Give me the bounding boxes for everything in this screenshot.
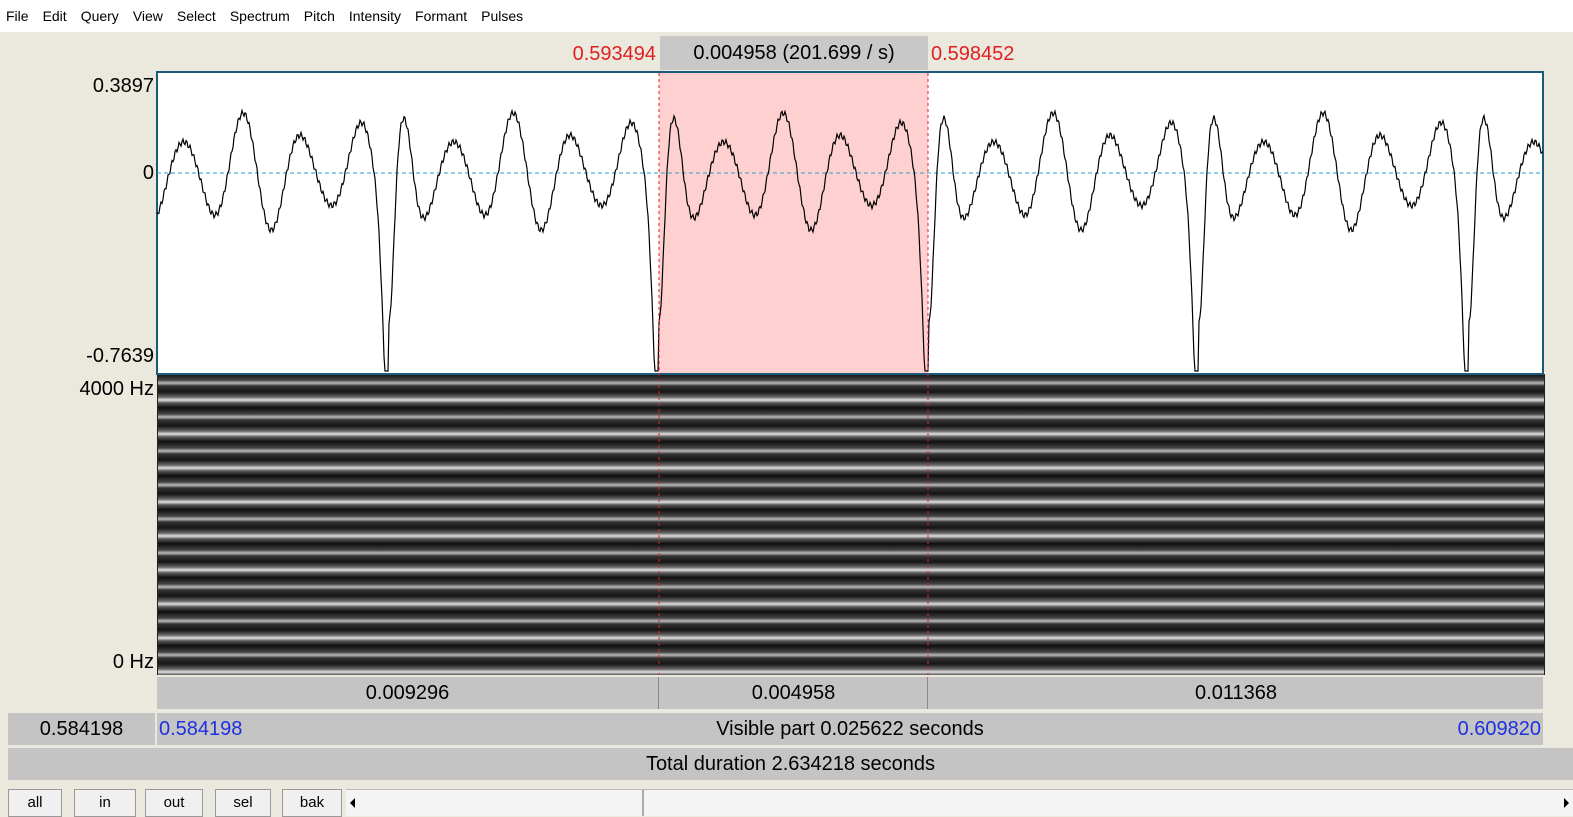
button[interactable]: all: [8, 789, 62, 817]
button[interactable]: out: [145, 789, 203, 817]
spectrogram-top: 4000 Hz: [79, 378, 155, 400]
menu-item[interactable]: Query: [80, 8, 119, 24]
menu-item[interactable]: Intensity: [348, 8, 402, 24]
menu-item[interactable]: Pulses: [481, 8, 524, 24]
selection-highlight: [659, 73, 928, 373]
visible-start: 0.584198: [159, 718, 243, 740]
segment-bar: 0.009296 0.004958 0.011368: [157, 677, 1543, 709]
menu-item[interactable]: Edit: [42, 8, 67, 24]
selection-start: 0.593494: [572, 43, 656, 65]
segment-before[interactable]: 0.009296: [365, 682, 450, 704]
waveform-panel: [156, 71, 1544, 675]
scroll-thumb[interactable]: [642, 790, 644, 816]
waveform: [156, 108, 1544, 372]
segment-selection[interactable]: 0.004958: [658, 677, 928, 709]
selection-duration: 0.004958 (201.699 / s): [660, 36, 928, 70]
visible-end: 0.609820: [1457, 718, 1541, 740]
button[interactable]: sel: [215, 789, 271, 817]
spectrogram-bottom: 0 Hz: [112, 651, 154, 673]
visible-label: Visible part 0.025622 seconds: [716, 718, 984, 740]
cursor-time: 0.584198: [8, 713, 155, 745]
waveform-min: -0.7639: [86, 345, 154, 367]
button[interactable]: in: [74, 789, 136, 817]
waveform-max: 0.3897: [92, 75, 154, 97]
menu-item[interactable]: File: [6, 8, 29, 24]
menu-item[interactable]: Select: [176, 8, 216, 24]
segment-after[interactable]: 0.011368: [927, 677, 1544, 709]
button[interactable]: bak: [282, 789, 342, 817]
scroll-left[interactable]: [350, 798, 355, 808]
menu-item[interactable]: Spectrum: [229, 8, 290, 24]
menu-item[interactable]: View: [132, 8, 163, 24]
menu-item[interactable]: Formant: [415, 8, 468, 24]
menu-item[interactable]: Pitch: [303, 8, 335, 24]
spectrogram: [157, 374, 1545, 675]
scrollbar[interactable]: [346, 789, 1573, 816]
waveform-zero: 0: [142, 162, 154, 184]
menu-bar: File Edit Query View Select Spectrum Pitch Inte…: [0, 0, 1573, 32]
scroll-right[interactable]: [1564, 798, 1569, 808]
visible-bar[interactable]: 0.584198 Visible part 0.025622 seconds 0…: [157, 713, 1543, 745]
selection-end: 0.598452: [931, 43, 1015, 65]
total-duration[interactable]: Total duration 2.634218 seconds: [8, 748, 1573, 780]
